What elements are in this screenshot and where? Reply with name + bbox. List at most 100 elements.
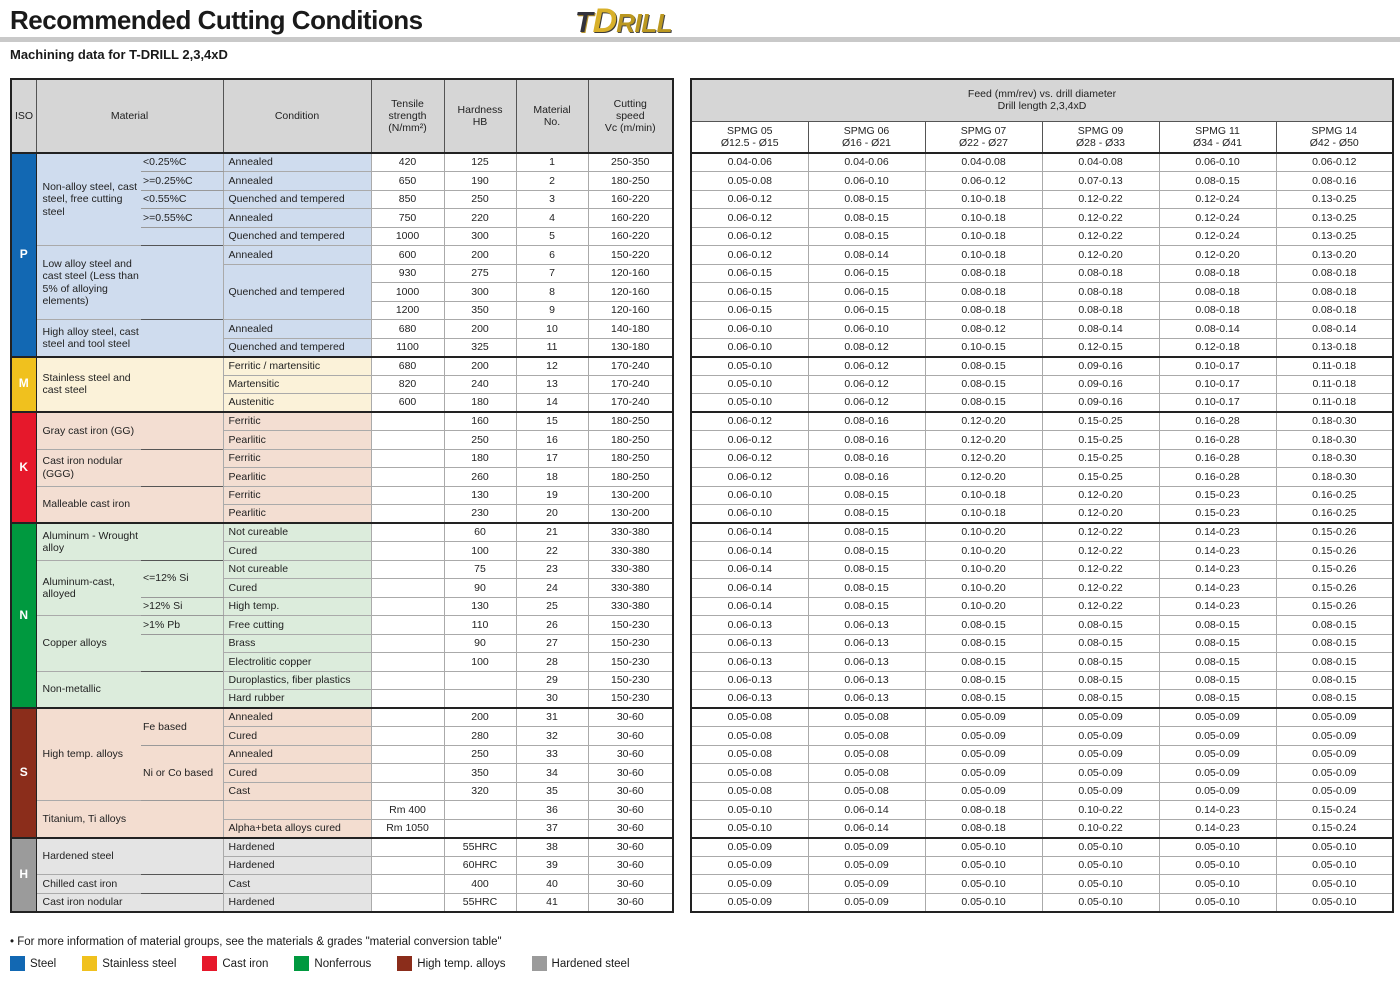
feed-value-cell: 0.08-0.15 (1158, 171, 1277, 191)
material-row: Cured 350 34 30-60 (11, 763, 674, 783)
feed-value-cell: 0.12-0.20 (924, 430, 1043, 450)
tensile-strength-cell (370, 430, 445, 450)
condition-cell: Quenched and tempered (222, 263, 372, 320)
feed-value-cell: 0.08-0.15 (1041, 652, 1160, 672)
material-sub-cell (141, 800, 224, 819)
material-no-cell: 12 (515, 355, 589, 376)
material-sub-cell (141, 819, 224, 838)
feed-value-cell: 0.16-0.28 (1158, 411, 1277, 431)
legend-swatch (202, 956, 218, 971)
feed-value-cell: 0.04-0.08 (1041, 152, 1160, 172)
hardness-cell: 90 (443, 578, 517, 598)
hardness-cell: 75 (443, 559, 517, 579)
feed-value-cell: 0.06-0.10 (690, 485, 809, 505)
feed-value-cell: 0.05-0.10 (1275, 836, 1394, 857)
material-name-cell: High alloy steel, cast steel and tool st… (35, 319, 141, 357)
material-sub-cell (141, 282, 224, 301)
material-no-cell: 10 (515, 319, 589, 339)
hardness-cell: 320 (443, 781, 517, 801)
cutting-speed-cell: 170-240 (587, 355, 674, 376)
cutting-speed-cell: 30-60 (587, 818, 674, 838)
feed-row: 0.06-0.10 0.08-0.15 0.10-0.18 0.12-0.20 0.15… (690, 504, 1394, 524)
feed-row: 0.04-0.06 0.04-0.06 0.04-0.08 0.04-0.08 0.06… (690, 152, 1394, 172)
feed-value-cell: 0.05-0.09 (1041, 781, 1160, 801)
feed-value-cell: 0.08-0.14 (1041, 319, 1160, 339)
diameter-range: Ø22 - Ø27 (958, 136, 1009, 149)
material-no-cell: 1 (515, 152, 589, 172)
material-row: Cast iron nodular Hardened 55HRC 41 30-60 (11, 892, 674, 912)
material-row: Cured 100 22 330-380 (11, 541, 674, 561)
feed-value-cell: 0.05-0.08 (690, 763, 809, 783)
feed-value-cell: 0.06-0.12 (690, 467, 809, 487)
hardness-cell: 180 (443, 448, 517, 468)
feed-value-cell: 0.11-0.18 (1275, 393, 1394, 413)
tdrill-logo: TDRILL (540, 2, 673, 41)
material-sub-cell (141, 467, 224, 486)
material-sub-cell: >=0.25%C (141, 171, 224, 191)
feed-value-cell: 0.06-0.10 (690, 504, 809, 524)
feed-row: 0.06-0.15 0.06-0.15 0.08-0.18 0.08-0.18 0.08… (690, 263, 1394, 283)
material-sub-cell (141, 338, 224, 357)
material-row: >12% Si High temp. 130 25 330-380 (11, 596, 674, 616)
tensile-strength-cell (370, 726, 445, 746)
material-row: Cast iron nodular (GGG) Ferritic 180 17 180-… (11, 448, 674, 487)
condition-cell: Free cutting (222, 615, 372, 635)
cutting-speed-cell: 170-240 (587, 393, 674, 413)
material-no-cell: 15 (515, 411, 589, 431)
feed-value-cell: 0.05-0.10 (924, 855, 1043, 875)
feed-row: 0.06-0.12 0.08-0.15 0.10-0.18 0.12-0.22 0.12… (690, 208, 1394, 228)
feed-row: 0.05-0.10 0.06-0.14 0.08-0.18 0.10-0.22 0.14… (690, 818, 1394, 838)
feed-value-cell: 0.06-0.12 (1275, 152, 1394, 172)
condition-cell: Hard rubber (222, 689, 372, 709)
feed-value-cell: 0.06-0.10 (807, 319, 926, 339)
feed-value-cell: 0.10-0.15 (924, 337, 1043, 357)
material-sub-cell: <0.55%C (141, 190, 224, 209)
material-sub-cell (141, 227, 224, 246)
feed-value-cell: 0.16-0.28 (1158, 448, 1277, 468)
feed-value-cell: 0.05-0.09 (1158, 726, 1277, 746)
feed-row: 0.06-0.10 0.08-0.15 0.10-0.18 0.12-0.20 0.15… (690, 485, 1394, 505)
col-header-spmg07: SPMG 07 Ø22 - Ø27 (924, 120, 1043, 154)
feed-value-cell: 0.06-0.13 (807, 615, 926, 635)
hardness-cell: 400 (443, 874, 517, 894)
feed-value-cell: 0.08-0.15 (924, 652, 1043, 672)
material-name-cell: Cast iron nodular (35, 892, 141, 912)
feed-value-cell: 0.14-0.23 (1158, 559, 1277, 579)
legend: Steel Stainless steel Cast iron Nonferrous H… (10, 956, 630, 971)
feed-value-cell: 0.05-0.08 (690, 781, 809, 801)
feed-header-band: Feed (mm/rev) vs. drill diameter Drill l… (690, 78, 1394, 122)
feed-value-cell: 0.06-0.12 (690, 411, 809, 431)
legend-label: Nonferrous (314, 957, 372, 970)
tensile-strength-cell (370, 615, 445, 635)
legend-label: High temp. alloys (417, 957, 506, 970)
feed-value-cell: 0.15-0.24 (1275, 818, 1394, 838)
material-sub-cell (141, 634, 224, 653)
cutting-speed-cell: 30-60 (587, 800, 674, 820)
legend-item: Hardened steel (531, 956, 630, 971)
feed-row: 0.06-0.14 0.08-0.15 0.10-0.20 0.12-0.22 0.14… (690, 559, 1394, 579)
hardness-cell: 280 (443, 726, 517, 746)
material-name-cell: Aluminum - Wrought alloy (35, 522, 141, 561)
feed-row: 0.06-0.14 0.08-0.15 0.10-0.20 0.12-0.22 0.14… (690, 596, 1394, 616)
feed-value-cell: 0.06-0.14 (690, 596, 809, 616)
condition-cell: Annealed (222, 744, 372, 764)
material-no-cell: 7 (515, 263, 589, 283)
material-no-cell: 36 (515, 800, 589, 820)
title-divider (0, 37, 1400, 42)
feed-value-cell: 0.05-0.08 (807, 744, 926, 764)
feed-value-cell: 0.15-0.24 (1275, 800, 1394, 820)
condition-cell: Not cureable (222, 522, 372, 542)
cutting-speed-cell: 30-60 (587, 892, 674, 912)
feed-value-cell: 0.13-0.20 (1275, 245, 1394, 265)
feed-value-cell: 0.08-0.15 (924, 689, 1043, 709)
insert-size: SPMG 14 (1311, 124, 1358, 137)
feed-row: 0.06-0.13 0.06-0.13 0.08-0.15 0.08-0.15 0.08… (690, 652, 1394, 672)
material-row: Alpha+beta alloys cured Rm 1050 37 30-60 (11, 818, 674, 838)
hardness-cell: 300 (443, 282, 517, 302)
feed-row: 0.05-0.09 0.05-0.09 0.05-0.10 0.05-0.10 0.05… (690, 892, 1394, 912)
material-name-cell: Cast iron nodular (GGG) (35, 448, 141, 487)
feed-value-cell: 0.08-0.15 (924, 374, 1043, 394)
material-no-cell: 30 (515, 689, 589, 709)
iso-group-tab: M (10, 355, 37, 413)
cutting-speed-cell: 330-380 (587, 522, 674, 542)
